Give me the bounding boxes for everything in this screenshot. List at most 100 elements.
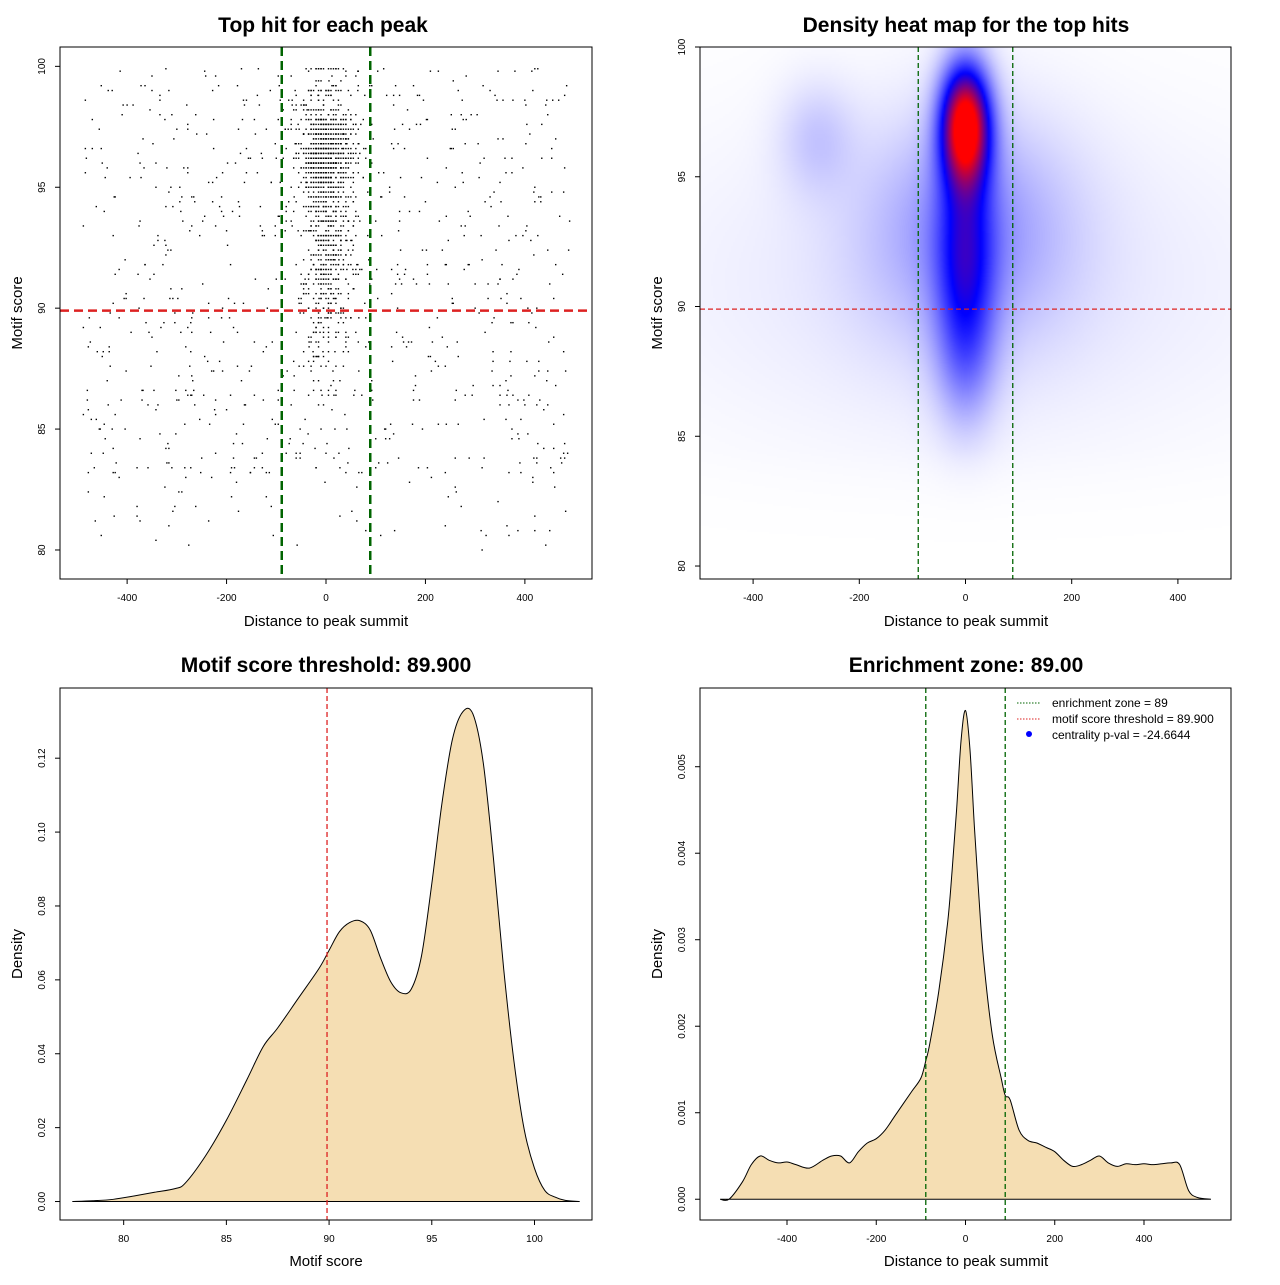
scatter-point bbox=[335, 268, 337, 271]
scatter-point bbox=[293, 389, 295, 392]
scatter-point bbox=[356, 486, 358, 488]
scatter-point bbox=[393, 529, 396, 532]
scatter-point bbox=[340, 215, 342, 217]
scatter-point bbox=[491, 321, 493, 324]
scatter-point bbox=[277, 118, 279, 121]
scatter-point bbox=[367, 191, 369, 193]
scatter-point bbox=[359, 152, 361, 155]
scatter-point bbox=[299, 457, 301, 459]
y-tick-label: 95 bbox=[677, 171, 688, 183]
scatter-point bbox=[315, 278, 317, 280]
scatter-point bbox=[297, 297, 300, 300]
scatter-point bbox=[549, 529, 551, 532]
scatter-point bbox=[347, 157, 350, 159]
y-tick-label: 90 bbox=[677, 301, 688, 313]
scatter-point bbox=[285, 147, 287, 150]
scatter-point bbox=[174, 505, 176, 508]
scatter-point bbox=[368, 341, 370, 343]
scatter-point bbox=[307, 109, 310, 111]
scatter-point bbox=[102, 350, 104, 353]
scatter-point bbox=[279, 99, 281, 101]
scatter-point bbox=[494, 94, 496, 97]
scatter-point bbox=[520, 471, 522, 474]
x-tick-label: 200 bbox=[1046, 1234, 1063, 1245]
scatter-point bbox=[309, 230, 311, 232]
scatter-point bbox=[327, 288, 330, 290]
scatter-point bbox=[270, 181, 273, 184]
scatter-point bbox=[290, 128, 292, 130]
scatter-point bbox=[107, 404, 109, 406]
scatter-point bbox=[330, 191, 332, 193]
scatter-point bbox=[295, 128, 297, 130]
scatter-point bbox=[534, 201, 536, 203]
scatter-point bbox=[90, 452, 93, 454]
scatter-point bbox=[345, 118, 347, 121]
scatter-point bbox=[291, 225, 293, 227]
scatter-point bbox=[320, 263, 322, 266]
scatter-point bbox=[98, 128, 100, 130]
scatter-point bbox=[233, 467, 236, 469]
scatter-point bbox=[320, 259, 322, 261]
scatter-point bbox=[522, 234, 524, 237]
scatter-point bbox=[312, 157, 315, 159]
scatter-point bbox=[114, 471, 116, 474]
scatter-point bbox=[261, 452, 264, 454]
scatter-point bbox=[300, 143, 302, 145]
scatter-point bbox=[416, 94, 419, 97]
scatter-point bbox=[555, 263, 557, 266]
scatter-point bbox=[139, 520, 141, 522]
scatter-point bbox=[434, 360, 437, 363]
scatter-point bbox=[312, 360, 315, 363]
y-tick-label: 100 bbox=[37, 58, 48, 75]
scatter-point bbox=[164, 118, 166, 121]
scatter-point bbox=[335, 133, 337, 135]
scatter-point bbox=[239, 152, 242, 155]
scatter-point bbox=[492, 360, 494, 363]
scatter-point bbox=[310, 317, 312, 319]
scatter-point bbox=[325, 234, 327, 237]
scatter-point bbox=[99, 428, 101, 430]
scatter-point bbox=[327, 360, 330, 363]
scatter-point bbox=[345, 254, 347, 256]
scatter-point bbox=[189, 230, 191, 232]
scatter-point bbox=[337, 263, 340, 266]
scatter-point bbox=[277, 215, 279, 217]
scatter-point bbox=[340, 186, 342, 188]
scatter-point bbox=[138, 225, 140, 227]
scatter-point bbox=[305, 167, 307, 169]
scatter-point bbox=[214, 399, 217, 401]
scatter-point bbox=[307, 157, 310, 159]
scatter-point bbox=[335, 331, 337, 334]
scatter-point bbox=[265, 496, 268, 498]
scatter-point bbox=[310, 365, 312, 367]
scatter-point bbox=[393, 128, 396, 130]
scatter-point bbox=[178, 399, 180, 401]
scatter-point bbox=[312, 133, 315, 135]
scatter-point bbox=[322, 147, 325, 150]
scatter-point bbox=[322, 244, 325, 246]
scatter-point bbox=[483, 157, 485, 159]
scatter-point bbox=[330, 152, 332, 155]
scatter-point bbox=[332, 143, 335, 145]
scatter-point bbox=[261, 230, 264, 232]
scatter-point bbox=[332, 186, 335, 188]
scatter-point bbox=[327, 167, 330, 169]
scatter-point bbox=[361, 268, 363, 271]
scatter-point bbox=[307, 278, 310, 280]
scatter-point bbox=[457, 355, 459, 358]
scatter-point bbox=[456, 341, 458, 343]
scatter-point bbox=[337, 201, 340, 203]
scatter-point bbox=[378, 462, 380, 464]
scatter-point bbox=[330, 263, 332, 266]
scatter-point bbox=[108, 350, 110, 353]
scatter-point bbox=[371, 389, 373, 392]
scatter-point bbox=[262, 350, 265, 353]
scatter-point bbox=[322, 109, 325, 111]
scatter-point bbox=[315, 68, 317, 70]
scatter-point bbox=[312, 234, 315, 237]
scatter-point bbox=[315, 162, 317, 164]
scatter-point bbox=[159, 99, 161, 101]
scatter-point bbox=[320, 244, 322, 246]
scatter-point bbox=[165, 68, 167, 70]
scatter-point bbox=[293, 375, 295, 377]
